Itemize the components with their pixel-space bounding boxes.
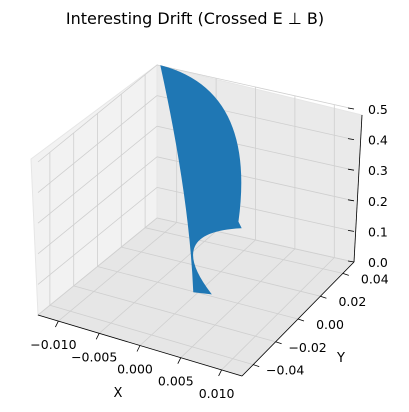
z-tick-mark [347,230,355,232]
y-axis-label: Y [336,351,345,366]
surface [160,65,242,295]
y-tick-label: 0.04 [361,271,389,286]
x-tick-mark [177,357,182,364]
z-tick-label: 0.3 [368,163,388,178]
z-tick-mark [347,168,355,171]
left-wall-grid-line-z-0 [37,217,158,316]
z-tick-mark [347,260,355,263]
x-tick-label: 0.000 [117,362,153,377]
x-tick-mark [55,320,59,328]
z-axis-line [353,114,363,263]
left-wall-grid-line-z-3 [37,125,158,224]
y-tick-mark [275,341,282,345]
x-tick-label: 0.005 [158,374,194,389]
z-tick-mark [347,199,355,202]
left-wall-grid-line-z-4 [37,95,158,193]
y-tick-mark [320,295,327,299]
x-tick-label: −0.005 [71,349,117,364]
x-tick-mark [95,333,100,340]
floor-grid-line-y-0 [49,304,254,365]
y-tick-label: 0.00 [316,317,344,332]
z-tick-mark [347,107,355,110]
x-tick-label: 0.010 [199,386,235,401]
floor-grid-line-y-3 [121,246,321,297]
right-wall-grid-line-z-5 [156,64,355,110]
z-tick-label: 0.2 [368,194,388,209]
z-tick-mark [347,138,355,140]
x-tick-label: −0.010 [30,337,76,352]
y-tick-mark [342,273,349,276]
z-tick-label: 0.4 [368,133,388,148]
left-wall-grid-line-z-2 [37,156,158,255]
x-tick-mark [218,369,222,377]
z-ticks: 0.0 0.1 0.2 0.3 0.4 0.5 [347,102,388,270]
y-tick-label: −0.02 [288,340,326,355]
y-ticks: −0.04 −0.02 0.00 0.02 0.04 [253,271,389,378]
y-tick-label: −0.04 [266,363,304,378]
x-tick-mark [136,345,141,352]
floor-grid-line-y-1 [73,285,276,343]
x-axis-label: X [114,386,123,401]
y-tick-mark [253,364,260,367]
left-wall-grid-line-z-1 [37,187,158,285]
floor-grid-line-y-2 [97,266,299,320]
z-tick-label: 0.0 [368,255,388,270]
z-tick-label: 0.5 [368,102,388,117]
y-tick-label: 0.02 [338,294,366,309]
chart-title: Interesting Drift (Crossed E ⊥ B) [66,9,324,28]
z-tick-label: 0.1 [368,224,388,239]
floor-grid-line-y-4 [145,227,343,274]
y-tick-mark [297,318,305,322]
left-wall-grid-line-z-5 [37,64,158,163]
